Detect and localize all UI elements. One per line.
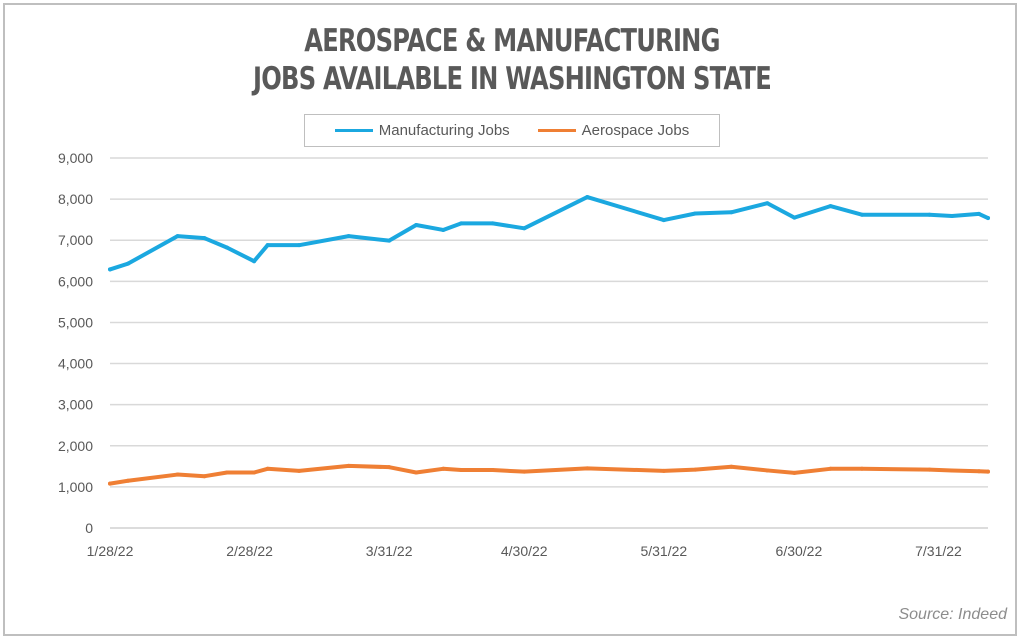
data-point-aerospace xyxy=(414,470,419,475)
data-point-aerospace xyxy=(126,478,131,483)
data-point-aerospace xyxy=(792,470,797,475)
data-point-manufacturing xyxy=(828,204,833,209)
data-point-manufacturing xyxy=(949,213,954,218)
y-tick-label: 3,000 xyxy=(58,397,93,413)
data-point-aerospace xyxy=(225,470,230,475)
data-point-aerospace xyxy=(693,467,698,472)
title-line-1: Aerospace & Manufacturing xyxy=(304,23,720,59)
data-point-aerospace xyxy=(522,469,527,474)
data-point-manufacturing xyxy=(126,261,131,266)
data-point-manufacturing xyxy=(225,245,230,250)
data-point-aerospace xyxy=(175,472,180,477)
y-tick-label: 4,000 xyxy=(58,356,93,372)
series-line-manufacturing xyxy=(108,195,990,272)
data-point-aerospace xyxy=(976,469,981,474)
y-tick-label: 5,000 xyxy=(58,314,93,330)
data-point-manufacturing xyxy=(175,234,180,239)
legend-label-aerospace: Aerospace Jobs xyxy=(581,122,690,139)
data-point-manufacturing xyxy=(265,243,270,248)
data-point-manufacturing xyxy=(414,223,419,228)
data-point-manufacturing xyxy=(661,218,666,223)
legend-swatch-manufacturing xyxy=(334,129,373,132)
data-point-aerospace xyxy=(927,467,932,472)
x-tick-label: 5/31/22 xyxy=(640,543,687,559)
data-point-aerospace xyxy=(441,466,446,471)
data-point-manufacturing xyxy=(585,195,590,200)
x-tick-label: 7/31/22 xyxy=(915,543,962,559)
data-point-manufacturing xyxy=(522,226,527,231)
data-point-manufacturing xyxy=(986,216,990,221)
chart-title: Aerospace & Manufacturing Jobs Available… xyxy=(113,22,912,98)
data-point-aerospace xyxy=(765,468,770,473)
data-point-manufacturing xyxy=(108,267,112,272)
data-point-manufacturing xyxy=(459,221,464,226)
legend-item-manufacturing: Manufacturing Jobs xyxy=(334,122,510,139)
data-point-aerospace xyxy=(202,474,207,479)
source-note: Source: Indeed xyxy=(898,606,1007,623)
data-point-aerospace xyxy=(490,468,495,473)
data-point-aerospace xyxy=(859,466,864,471)
x-tick-label: 4/30/22 xyxy=(501,543,548,559)
x-tick-label: 2/28/22 xyxy=(226,543,273,559)
x-tick-label: 6/30/22 xyxy=(776,543,823,559)
data-point-aerospace xyxy=(108,481,112,486)
data-point-manufacturing xyxy=(765,201,770,206)
legend-item-aerospace: Aerospace Jobs xyxy=(537,122,690,139)
data-point-aerospace xyxy=(265,466,270,471)
data-point-manufacturing xyxy=(927,212,932,217)
data-point-manufacturing xyxy=(490,221,495,226)
series-line-aerospace xyxy=(108,463,990,486)
data-point-aerospace xyxy=(949,468,954,473)
data-point-aerospace xyxy=(729,464,734,469)
chart-frame xyxy=(3,3,1017,636)
data-point-manufacturing xyxy=(346,234,351,239)
data-point-manufacturing xyxy=(792,215,797,220)
data-point-manufacturing xyxy=(976,211,981,216)
data-point-manufacturing xyxy=(441,227,446,232)
y-tick-label: 6,000 xyxy=(58,273,93,289)
data-point-aerospace xyxy=(828,466,833,471)
y-tick-label: 7,000 xyxy=(58,232,93,248)
y-tick-label: 2,000 xyxy=(58,438,93,454)
data-point-aerospace xyxy=(297,468,302,473)
data-point-aerospace xyxy=(661,468,666,473)
y-tick-label: 9,000 xyxy=(58,150,93,166)
title-line-2: Jobs Available in Washington State xyxy=(253,61,772,97)
data-point-manufacturing xyxy=(202,236,207,241)
data-point-manufacturing xyxy=(387,238,392,243)
x-tick-label: 3/31/22 xyxy=(366,543,413,559)
data-point-manufacturing xyxy=(729,210,734,215)
data-point-aerospace xyxy=(585,466,590,471)
y-tick-label: 1,000 xyxy=(58,479,93,495)
y-tick-label: 8,000 xyxy=(58,191,93,207)
data-point-aerospace xyxy=(986,469,990,474)
x-tick-label: 1/28/22 xyxy=(87,543,134,559)
data-point-aerospace xyxy=(346,463,351,468)
legend: Manufacturing Jobs Aerospace Jobs xyxy=(304,114,720,147)
data-point-aerospace xyxy=(252,470,257,475)
data-point-manufacturing xyxy=(297,243,302,248)
y-tick-label: 0 xyxy=(85,520,93,536)
legend-swatch-aerospace xyxy=(537,129,576,132)
data-point-manufacturing xyxy=(693,211,698,216)
data-point-aerospace xyxy=(387,465,392,470)
data-point-aerospace xyxy=(459,468,464,473)
legend-label-manufacturing: Manufacturing Jobs xyxy=(378,122,510,139)
data-point-manufacturing xyxy=(859,212,864,217)
data-point-manufacturing xyxy=(252,259,257,264)
